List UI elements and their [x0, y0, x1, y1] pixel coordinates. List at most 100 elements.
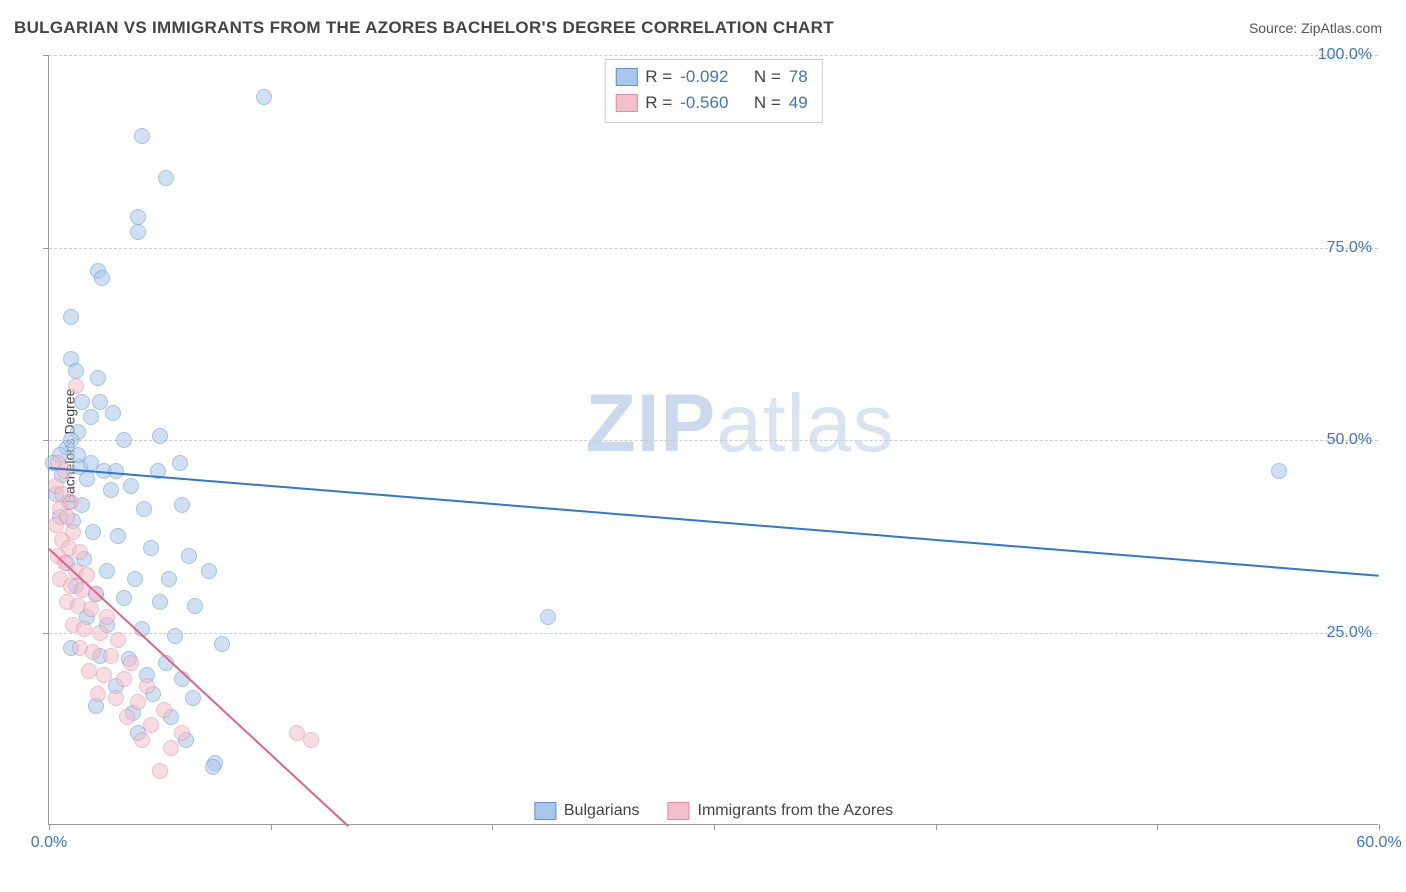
data-point	[85, 524, 101, 540]
legend-swatch-4	[667, 802, 689, 820]
y-tick-mark	[43, 55, 49, 56]
y-tick-label: 25.0%	[1327, 624, 1372, 642]
legend-row-2: R = -0.560 N = 49	[615, 90, 807, 116]
x-tick-mark	[1379, 824, 1380, 830]
data-point	[108, 690, 124, 706]
data-point	[79, 471, 95, 487]
data-point	[130, 209, 146, 225]
legend-series: Bulgarians Immigrants from the Azores	[534, 802, 893, 820]
source-label: Source:	[1249, 20, 1297, 36]
x-tick-label: 60.0%	[1356, 834, 1401, 852]
data-point	[76, 621, 92, 637]
y-tick-label: 50.0%	[1327, 431, 1372, 449]
data-point	[156, 702, 172, 718]
data-point	[63, 309, 79, 325]
data-point	[83, 601, 99, 617]
data-point	[70, 447, 86, 463]
n-value-2: 49	[789, 93, 808, 113]
data-point	[187, 598, 203, 614]
y-tick-label: 75.0%	[1327, 239, 1372, 257]
legend-item-1: Bulgarians	[534, 802, 640, 820]
data-point	[181, 548, 197, 564]
data-point	[48, 517, 64, 533]
data-point	[90, 370, 106, 386]
legend-label-1: Bulgarians	[564, 802, 640, 820]
x-tick-mark	[1157, 824, 1158, 830]
r-label-2: R =	[645, 93, 672, 113]
x-tick-mark	[492, 824, 493, 830]
data-point	[99, 563, 115, 579]
gridline-h	[49, 55, 1378, 56]
data-point	[152, 594, 168, 610]
data-point	[85, 644, 101, 660]
n-value-1: 78	[789, 67, 808, 87]
data-point	[103, 482, 119, 498]
data-point	[152, 763, 168, 779]
y-tick-label: 100.0%	[1318, 46, 1372, 64]
y-tick-mark	[43, 248, 49, 249]
data-point	[130, 694, 146, 710]
data-point	[185, 690, 201, 706]
data-point	[74, 394, 90, 410]
data-point	[68, 363, 84, 379]
x-tick-mark	[714, 824, 715, 830]
x-tick-label: 0.0%	[31, 834, 67, 852]
data-point	[172, 455, 188, 471]
data-point	[57, 463, 73, 479]
data-point	[94, 270, 110, 286]
data-point	[96, 667, 112, 683]
data-point	[205, 759, 221, 775]
data-point	[134, 128, 150, 144]
data-point	[99, 609, 115, 625]
data-point	[83, 409, 99, 425]
legend-item-2: Immigrants from the Azores	[667, 802, 893, 820]
gridline-h	[49, 248, 1378, 249]
x-tick-mark	[936, 824, 937, 830]
source-link[interactable]: ZipAtlas.com	[1301, 20, 1382, 36]
data-point	[201, 563, 217, 579]
data-point	[105, 405, 121, 421]
legend-correlation: R = -0.092 N = 78 R = -0.560 N = 49	[604, 59, 822, 123]
data-point	[92, 625, 108, 641]
legend-label-2: Immigrants from the Azores	[697, 802, 893, 820]
data-point	[152, 428, 168, 444]
data-point	[103, 648, 119, 664]
n-label-2: N =	[754, 93, 781, 113]
legend-swatch-3	[534, 802, 556, 820]
data-point	[110, 632, 126, 648]
watermark: ZIPatlas	[586, 377, 895, 471]
data-point	[108, 463, 124, 479]
data-point	[110, 528, 126, 544]
data-point	[143, 717, 159, 733]
legend-row-1: R = -0.092 N = 78	[615, 64, 807, 90]
r-value-2: -0.560	[680, 93, 728, 113]
gridline-h	[49, 440, 1378, 441]
data-point	[1271, 463, 1287, 479]
data-point	[161, 571, 177, 587]
data-point	[174, 725, 190, 741]
watermark-zip: ZIP	[586, 378, 717, 469]
source-attribution: Source: ZipAtlas.com	[1249, 20, 1382, 36]
data-point	[158, 170, 174, 186]
legend-swatch-1	[615, 68, 637, 86]
data-point	[127, 571, 143, 587]
data-point	[123, 655, 139, 671]
data-point	[174, 497, 190, 513]
y-tick-mark	[43, 633, 49, 634]
y-tick-mark	[43, 440, 49, 441]
trend-line	[49, 467, 1379, 577]
data-point	[116, 671, 132, 687]
gridline-h	[49, 633, 1378, 634]
data-point	[130, 224, 146, 240]
r-label-1: R =	[645, 67, 672, 87]
data-point	[123, 478, 139, 494]
chart-container: BULGARIAN VS IMMIGRANTS FROM THE AZORES …	[0, 0, 1406, 892]
data-point	[68, 378, 84, 394]
data-point	[163, 740, 179, 756]
data-point	[256, 89, 272, 105]
data-point	[167, 628, 183, 644]
data-point	[139, 678, 155, 694]
data-point	[81, 663, 97, 679]
data-point	[72, 544, 88, 560]
data-point	[540, 609, 556, 625]
